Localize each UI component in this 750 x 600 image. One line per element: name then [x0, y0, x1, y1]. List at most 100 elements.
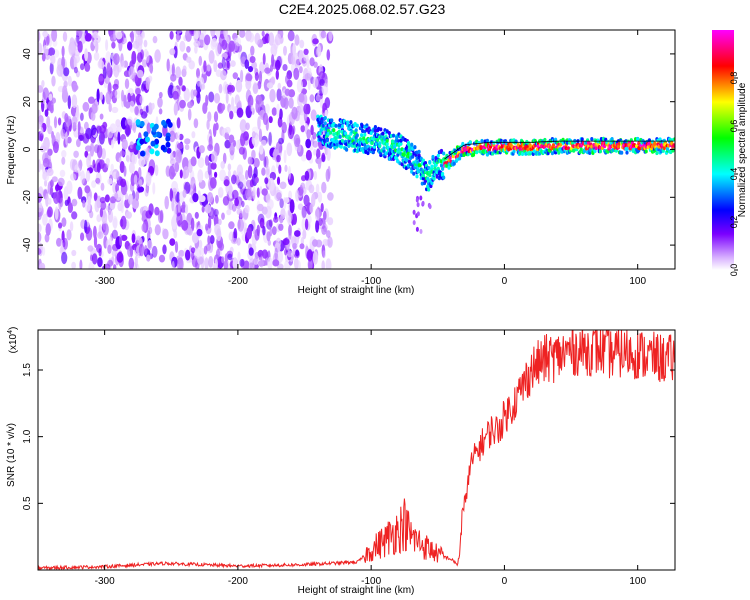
- spectrogram-noise-cell: [416, 211, 420, 217]
- spectrogram-noise-cell: [215, 30, 221, 39]
- spectrogram-noise-cell: [285, 74, 290, 85]
- spectrogram-noise-cell: [194, 211, 199, 219]
- spectrogram-noise-cell: [314, 208, 320, 221]
- spectrogram-noise-cell: [71, 94, 78, 109]
- spectrogram-ridge-cell: [339, 144, 343, 149]
- spectrogram-noise-cell: [89, 210, 94, 219]
- spectrogram-noise-cell: [39, 133, 44, 142]
- spectrogram-noise-cell: [123, 165, 127, 177]
- spectrogram-noise-cell: [255, 100, 260, 113]
- spectrogram-noise-cell: [317, 156, 322, 170]
- spectrogram-noise-cell: [293, 257, 299, 269]
- snr-y-multiplier-close: ): [8, 327, 19, 330]
- spectrogram-ridge-cell: [320, 119, 324, 124]
- spectrogram-ridge-cell: [388, 147, 392, 152]
- spectrogram-noise-cell: [51, 75, 56, 87]
- x-tick-label: -200: [228, 576, 248, 587]
- x-tick-label: -200: [228, 276, 248, 287]
- spectrogram-noise-cell: [325, 168, 330, 182]
- spectrogram-noise-cell: [127, 41, 133, 51]
- spectrogram-ridge-cell: [370, 141, 374, 145]
- spectrogram-noise-cell: [121, 59, 125, 69]
- spectrogram-noise-cell: [69, 221, 74, 232]
- spectrogram-noise-cell: [254, 32, 261, 45]
- spectrogram-noise-cell: [51, 131, 55, 140]
- spectrogram-noise-cell: [48, 198, 52, 205]
- spectrogram-noise-cell: [327, 192, 334, 201]
- spectrogram-noise-cell: [276, 192, 282, 201]
- spectrogram-noise-cell: [45, 223, 51, 236]
- spectrogram-noise-cell: [181, 201, 186, 210]
- spectrogram-noise-cell: [176, 117, 181, 129]
- spectrogram-noise-cell: [173, 229, 178, 239]
- spectrogram-noise-cell: [239, 30, 246, 38]
- spectrogram-hotspot-cell: [149, 148, 155, 155]
- spectrogram-noise-cell: [226, 61, 230, 69]
- spectrogram-noise-cell: [303, 103, 311, 115]
- spectrogram-noise-cell: [152, 182, 156, 195]
- spectrogram-ridge-cell: [378, 144, 382, 149]
- spectrogram-noise-cell: [208, 135, 213, 149]
- spectrogram-noise-cell: [211, 151, 218, 164]
- spectrogram-noise-cell: [270, 43, 278, 57]
- spectrogram-ridge-cell: [442, 175, 446, 180]
- spectrogram-noise-cell: [304, 73, 312, 81]
- spectrogram-ridge-cell: [471, 152, 476, 157]
- spectrogram-noise-cell: [99, 113, 104, 120]
- spectrogram-noise-cell: [61, 156, 66, 165]
- spectrogram-noise-cell: [248, 66, 253, 73]
- spectrogram-noise-cell: [136, 69, 144, 79]
- spectrogram-noise-cell: [140, 49, 145, 60]
- spectrogram-noise-cell: [325, 258, 332, 269]
- spectrogram-noise-cell: [235, 37, 242, 47]
- spectrogram-noise-cell: [46, 116, 51, 128]
- spectrogram-ridge-cell: [554, 137, 558, 142]
- spectrogram-noise-cell: [272, 259, 280, 267]
- spectrogram-noise-cell: [193, 118, 199, 129]
- spectrogram-noise-cell: [237, 181, 244, 189]
- spectrogram-noise-cell: [309, 94, 315, 103]
- spectrogram-ridge-cell: [354, 128, 358, 133]
- spectrogram-noise-cell: [261, 139, 267, 146]
- spectrogram-noise-cell: [89, 142, 95, 157]
- spectrogram-noise-cell: [57, 117, 62, 126]
- spectrogram-noise-cell: [227, 84, 233, 93]
- spectrogram-noise-cell: [64, 117, 70, 130]
- spectrogram-noise-cell: [114, 89, 121, 99]
- spectrogram-noise-cell: [252, 83, 259, 94]
- spectrogram-ridge-cell: [349, 120, 353, 125]
- spectrogram-noise-cell: [125, 211, 132, 219]
- spectrogram-noise-cell: [53, 191, 60, 204]
- spectrogram-noise-cell: [97, 257, 103, 268]
- spectrogram-ridge-cell: [366, 151, 370, 156]
- spectrogram-ridge-cell: [373, 125, 377, 129]
- spectrogram-noise-cell: [113, 30, 117, 41]
- spectrogram-noise-cell: [197, 169, 204, 183]
- spectrogram-noise-cell: [306, 129, 312, 140]
- spectrogram-noise-cell: [57, 177, 65, 187]
- spectrogram-noise-cell: [225, 91, 229, 104]
- spectrogram-noise-cell: [240, 69, 244, 83]
- spectrogram-ridge-cell: [606, 149, 610, 154]
- spectrogram-noise-cell: [84, 150, 89, 158]
- spectrogram-noise-cell: [283, 45, 287, 56]
- spectrogram-hotspot-cell: [151, 126, 157, 133]
- spectrogram-ridge-cell: [385, 141, 389, 146]
- spectrogram-noise-cell: [303, 48, 309, 55]
- colorbar-gradient: [712, 30, 734, 270]
- spectrogram-noise-cell: [100, 132, 105, 141]
- spectrogram-noise-cell: [59, 197, 64, 208]
- spectrogram-noise-cell: [215, 69, 222, 77]
- spectrogram-noise-cell: [129, 32, 133, 39]
- spectrogram-noise-cell: [62, 31, 68, 42]
- spectrogram-noise-cell: [71, 211, 78, 220]
- spectrogram-noise-cell: [39, 262, 46, 269]
- spectrogram-noise-cell: [93, 144, 100, 154]
- spectrogram-noise-cell: [63, 186, 69, 201]
- spectrogram-noise-cell: [279, 215, 284, 224]
- spectrogram-ridge-cell: [421, 173, 425, 178]
- spectrogram-noise-cell: [313, 61, 318, 68]
- spectrogram-noise-cell: [287, 30, 295, 42]
- spectrogram-ridge-cell: [382, 149, 386, 153]
- spectrogram-noise-cell: [222, 81, 228, 95]
